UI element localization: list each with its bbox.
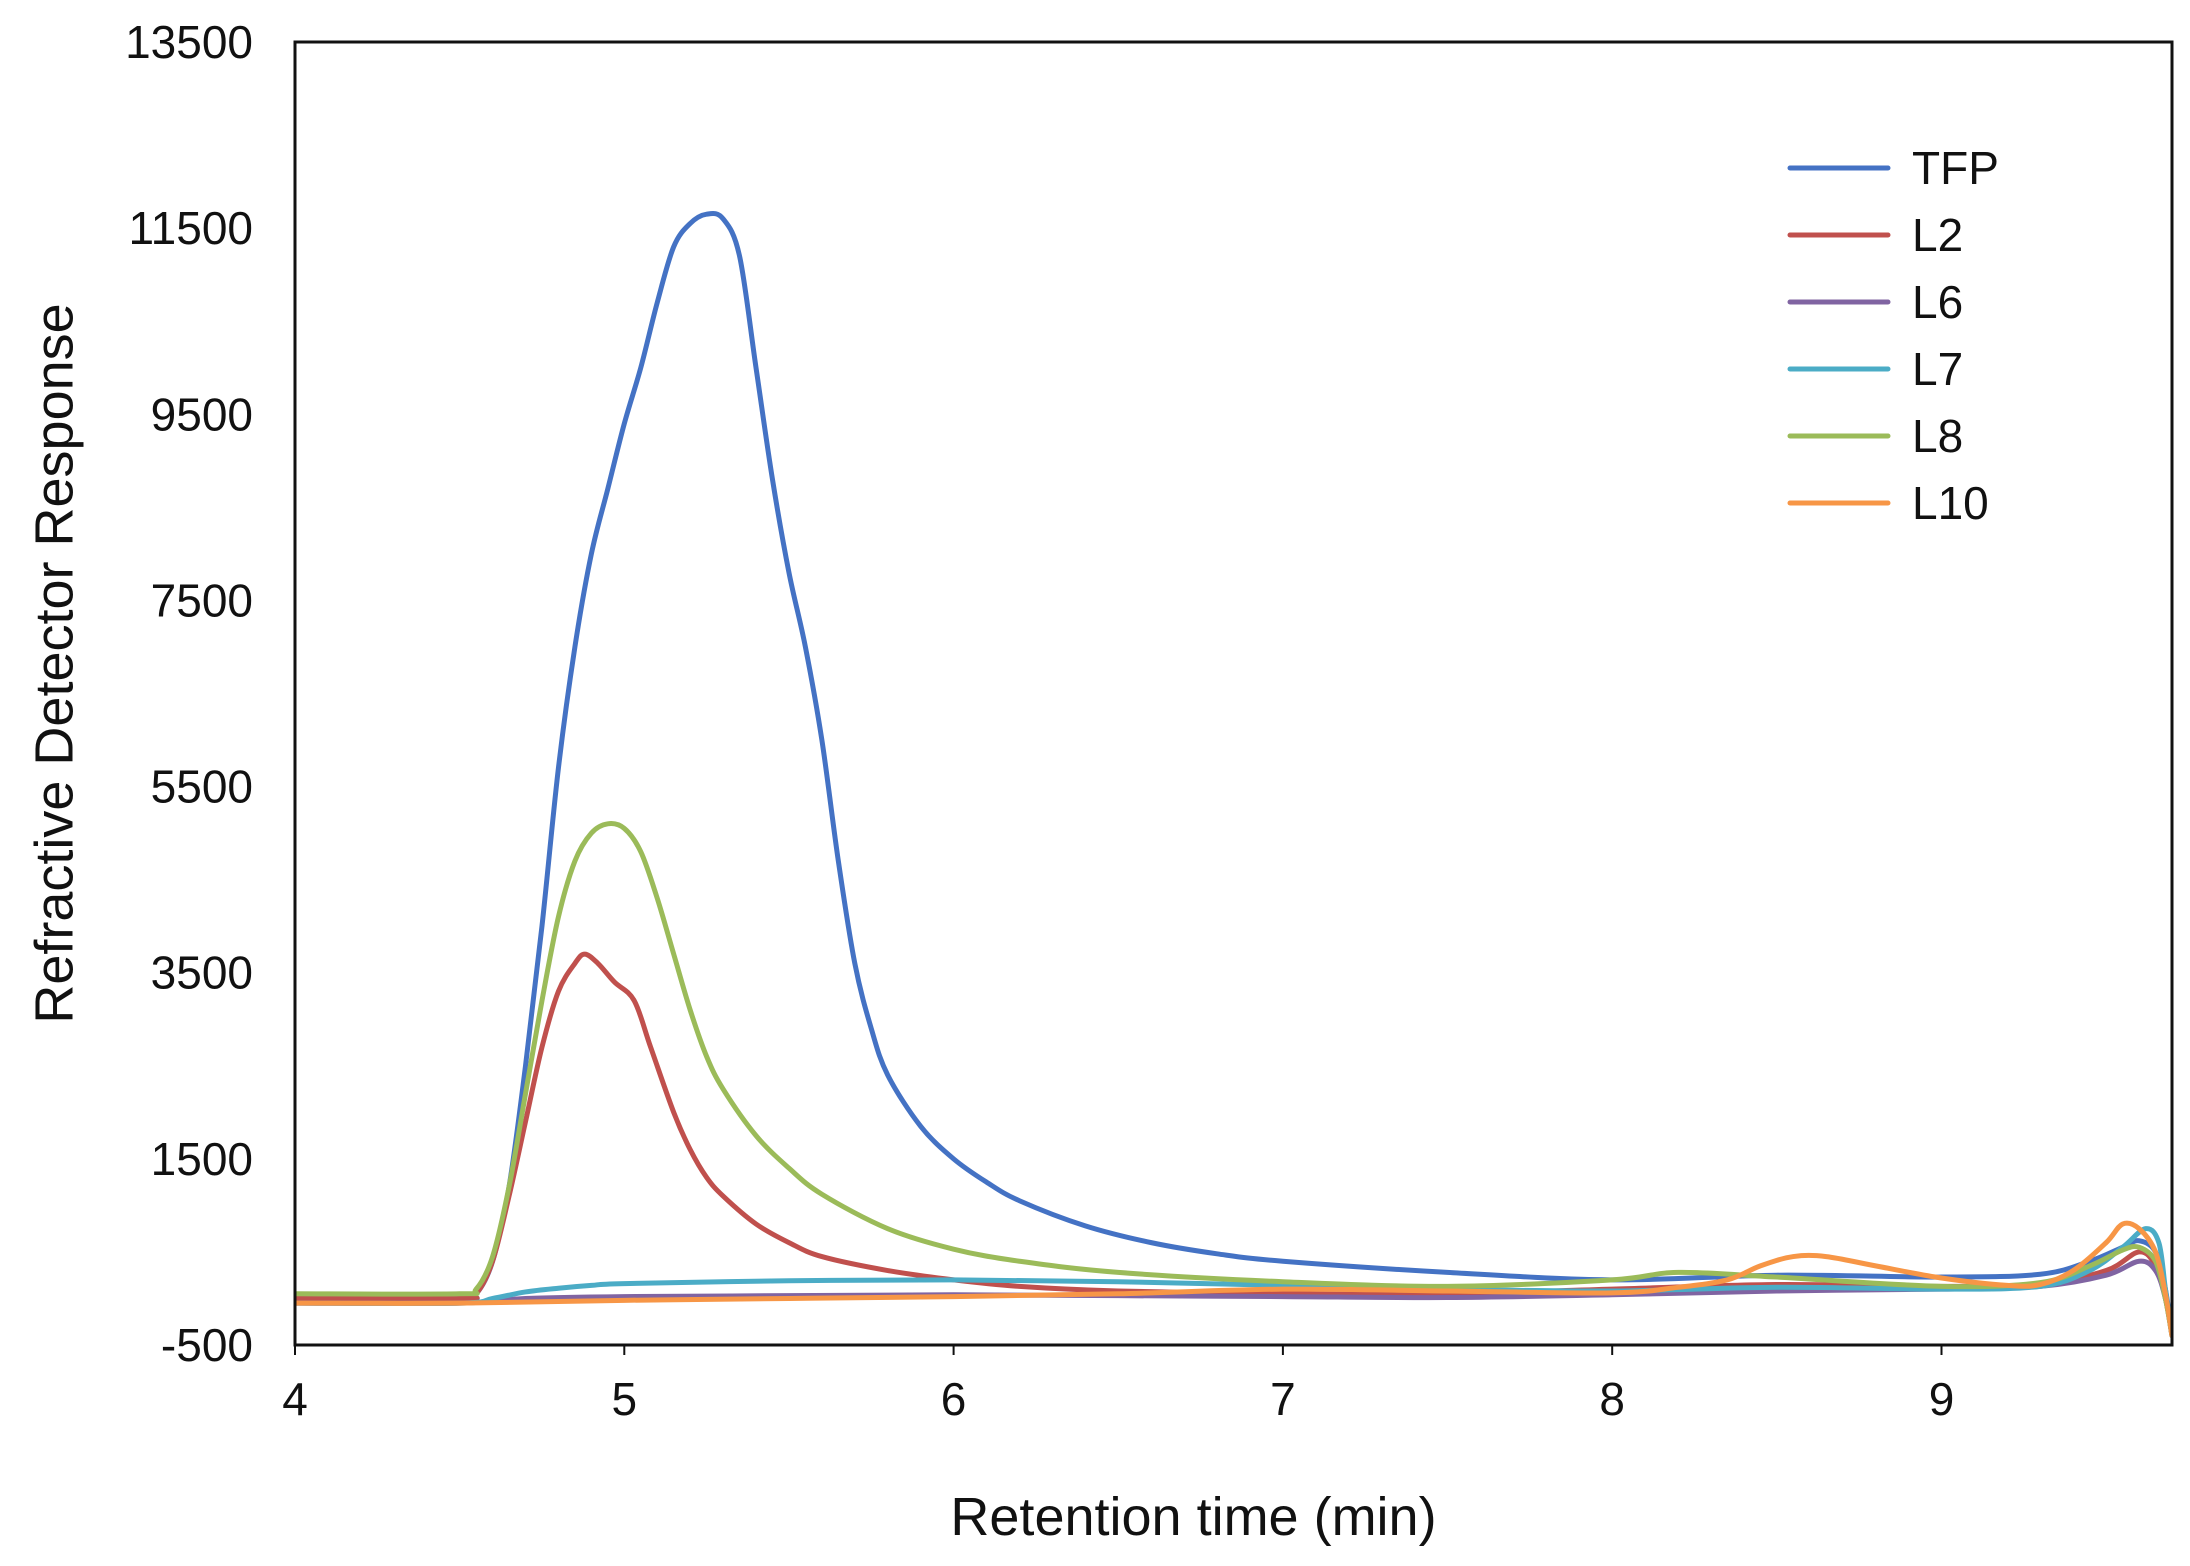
- series-line-l6: [295, 1258, 2172, 1339]
- legend-label-tfp: TFP: [1912, 142, 1999, 194]
- x-tick-label: 4: [282, 1373, 308, 1425]
- series-line-l10: [295, 1220, 2172, 1339]
- y-tick-label: 7500: [151, 574, 253, 626]
- x-tick-label: 7: [1270, 1373, 1296, 1425]
- legend-label-l6: L6: [1912, 276, 1963, 328]
- legend-label-l2: L2: [1912, 209, 1963, 261]
- x-tick-label: 6: [941, 1373, 967, 1425]
- x-axis-title: Retention time (min): [950, 1487, 1436, 1547]
- plot-area-border: [293, 40, 2174, 1347]
- legend-label-l7: L7: [1912, 343, 1963, 395]
- y-tick-label: 5500: [151, 761, 253, 813]
- series-line-l8: [295, 821, 2172, 1339]
- y-tick-label: 11500: [128, 202, 253, 254]
- legend: TFP L2 L6 L7 L8 L10: [1787, 142, 1999, 529]
- legend-label-l8: L8: [1912, 410, 1963, 462]
- y-axis-title: Refractive Detector Response: [24, 303, 84, 1023]
- x-tick-label: 9: [1929, 1373, 1955, 1425]
- y-tick-label: 9500: [151, 388, 253, 440]
- y-tick-label: -500: [161, 1319, 253, 1371]
- series-layer: [295, 210, 2172, 1339]
- x-tick-label: 5: [612, 1373, 638, 1425]
- legend-label-l10: L10: [1912, 477, 1989, 529]
- y-tick-label: 1500: [151, 1133, 253, 1185]
- y-tick-label: 3500: [151, 947, 253, 999]
- x-tick-label: 8: [1599, 1373, 1625, 1425]
- y-tick-label: 13500: [125, 16, 253, 68]
- tick-layer: 4 5 6 7 8 9 -500 1500 3500 5500 7500 9500 11500 13500: [125, 16, 1954, 1425]
